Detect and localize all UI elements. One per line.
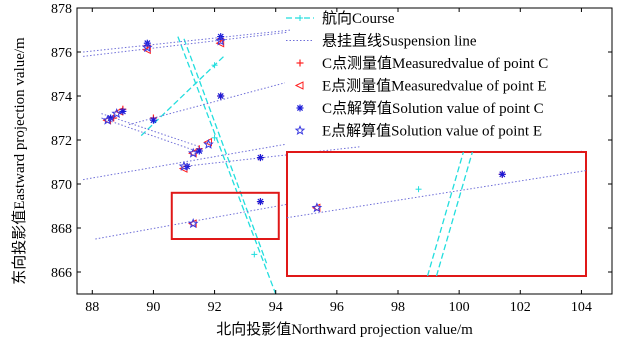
solution-e-point-5 [203, 138, 214, 149]
legend-swatch-solution_e [294, 124, 306, 136]
course-lines [140, 36, 277, 295]
x-tick-label-8: 104 [571, 300, 592, 315]
solution-e-point-3 [111, 108, 122, 119]
inset-solution-e-point-0 [311, 202, 323, 213]
legend-label-measured_c: C点测量值Measuredvalue of point C [322, 55, 548, 72]
x-axis-label: 北向投影值Northward projection value/m [216, 321, 473, 338]
course-marker-1 [251, 251, 258, 258]
solution-e-point-0 [142, 42, 153, 53]
y-axis-label: 东向投影值Eastward projection value/m [11, 37, 28, 285]
zoom-source-box [170, 191, 280, 241]
solution-c-point-3 [119, 107, 127, 115]
y-tick-label-3: 872 [51, 134, 72, 149]
y-tick-label-0: 866 [51, 266, 72, 281]
solution-e-point-6 [178, 160, 190, 171]
inset-suspension-line [286, 170, 587, 219]
x-tick-label-2: 92 [208, 300, 222, 315]
legend-label-solution_e: E点解算值Solution value of point E [322, 122, 542, 140]
x-tick-label-5: 98 [391, 300, 405, 315]
x-tick-label-3: 94 [269, 300, 283, 315]
suspension-line-3 [101, 117, 197, 152]
data-points [102, 33, 264, 229]
suspension-line-1 [83, 31, 289, 57]
inset-leader [279, 208, 287, 216]
legend-item-course: 航向Course [286, 10, 395, 27]
y-tick-label-4: 874 [51, 90, 72, 105]
y-tick-label-6: 878 [51, 2, 72, 17]
solution-e-point-1 [215, 35, 226, 46]
course-line-1 [183, 38, 268, 264]
axes: 88 90 92 94 96 98 100 102 104 866 868 870 872 874 876 8… [11, 2, 613, 338]
solution-c-point-8 [217, 92, 225, 100]
measured-e-point-0 [142, 45, 151, 55]
solution-e-point-4 [187, 147, 199, 158]
inset-frame [286, 151, 587, 277]
inset-course-line-1 [426, 151, 465, 277]
solution-c-point-5 [149, 116, 157, 124]
legend-swatch-measured_e [294, 81, 304, 90]
solution-c-point-7 [256, 198, 264, 206]
legend-swatch-solution_c [296, 104, 304, 112]
measured-e-point-1 [215, 38, 225, 48]
y-tick-label-1: 868 [51, 222, 72, 237]
suspension-line-4 [128, 82, 286, 126]
solution-e-point-7 [187, 218, 199, 229]
y-tick-label-2: 870 [51, 178, 72, 193]
x-tick-label-7: 102 [510, 300, 531, 315]
legend-label-solution_c: C点解算值Solution value of point C [322, 99, 544, 117]
legend: 航向Course 悬挂直线Suspension line C点测量值Measured… [286, 10, 548, 140]
legend-label-measured_e: E点测量值Measuredvalue of point E [322, 78, 547, 95]
solution-c-point-9 [256, 154, 264, 162]
legend-swatch-measured_c [296, 59, 304, 67]
plot-frame [76, 7, 613, 295]
course-line-0 [177, 36, 277, 295]
course-marker-0 [211, 134, 218, 141]
x-tick-label-1: 90 [146, 300, 160, 315]
legend-item-measured_c: C点测量值Measuredvalue of point C [296, 55, 548, 72]
legend-item-measured_e: E点测量值Measuredvalue of point E [294, 78, 547, 95]
x-tick-label-0: 88 [85, 300, 99, 315]
inset-course-line-0 [435, 151, 474, 277]
y-tick-label-5: 876 [51, 46, 72, 61]
x-tick-label-4: 96 [330, 300, 344, 315]
legend-label-course: 航向Course [322, 10, 395, 27]
legend-item-solution_c: C点解算值Solution value of point C [296, 99, 544, 117]
inset-solution-c-point-0 [498, 170, 506, 178]
legend-label-suspension: 悬挂直线Suspension line [322, 33, 477, 50]
legend-item-solution_e: E点解算值Solution value of point E [294, 122, 542, 140]
zoom-box [170, 191, 280, 241]
solution-e-point-2 [102, 114, 113, 125]
inset-course-marker-0 [415, 186, 422, 193]
course-marker-2 [211, 62, 218, 69]
x-tick-label-6: 100 [449, 300, 470, 315]
solution-c-point-4 [195, 147, 203, 155]
inset-panel [279, 151, 587, 277]
legend-item-suspension: 悬挂直线Suspension line [286, 33, 477, 50]
